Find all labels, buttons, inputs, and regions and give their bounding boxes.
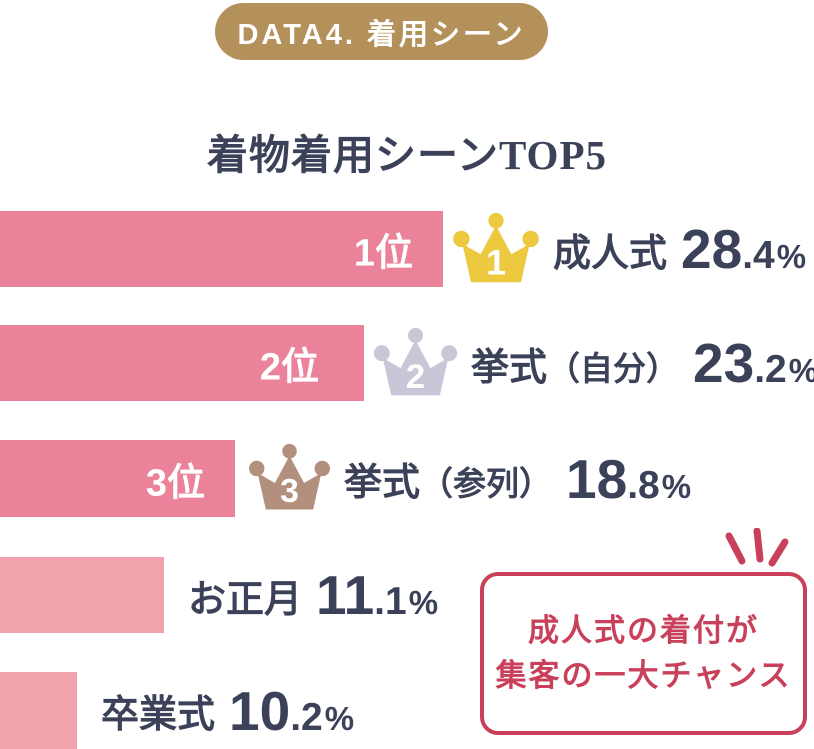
rank-label-2: 2位 [259,346,319,389]
crown-bronze-icon: 3 [248,443,331,510]
value-percent: 23.2% [693,332,814,394]
rank-row-5: 卒業式 10.2% [0,672,354,749]
bar-kyoshiki-sanretsu: 3位 [0,440,235,517]
callout-note-line2: 集客の一大チャンス [495,657,792,693]
value-percent: 18.8% [566,447,692,510]
bar-kyoshiki-jibun: 2位 [0,325,364,401]
rank-row-4: お正月 11.1% [0,557,438,633]
bar-sotsugyoshiki [0,672,77,749]
rank-label-3: 3位 [145,462,205,504]
crown-number: 3 [280,473,299,510]
callout-note-box: 成人式の着付が 集客の一大チャンス [480,572,807,735]
rank-label-1: 1位 [353,232,413,275]
rank-row-3: 3位 3 挙式（参列） 18.8% [0,440,691,517]
value-percent: 10.2% [229,679,355,742]
rank-row-2: 2位 2 挙式（自分） 23.2% [0,325,814,401]
category-label: 挙式（参列） [344,462,553,504]
value-percent: 28.4% [681,218,807,280]
crown-number: 2 [406,357,425,395]
value-percent: 11.1% [316,564,439,626]
bar-seijinshiki: 1位 [0,211,443,287]
bar-oshogatsu [0,557,164,633]
section-badge-label: DATA4. 着用シーン [237,18,526,51]
emphasis-lines-icon [725,528,789,567]
crown-silver-icon: 2 [373,327,458,395]
page-title: 着物着用シーンTOP5 [207,132,607,179]
section-badge: DATA4. 着用シーン [215,3,548,60]
rank-row-1: 1位 1 成人式 28.4% [0,211,806,287]
category-label: お正月 [188,578,303,621]
category-label: 成人式 [553,232,668,275]
callout-note-line1: 成人式の着付が [528,612,759,648]
crown-number: 1 [486,242,506,282]
category-label: 挙式（自分） [471,346,680,389]
category-label: 卒業式 [101,694,216,736]
crown-gold-icon: 1 [453,212,539,282]
